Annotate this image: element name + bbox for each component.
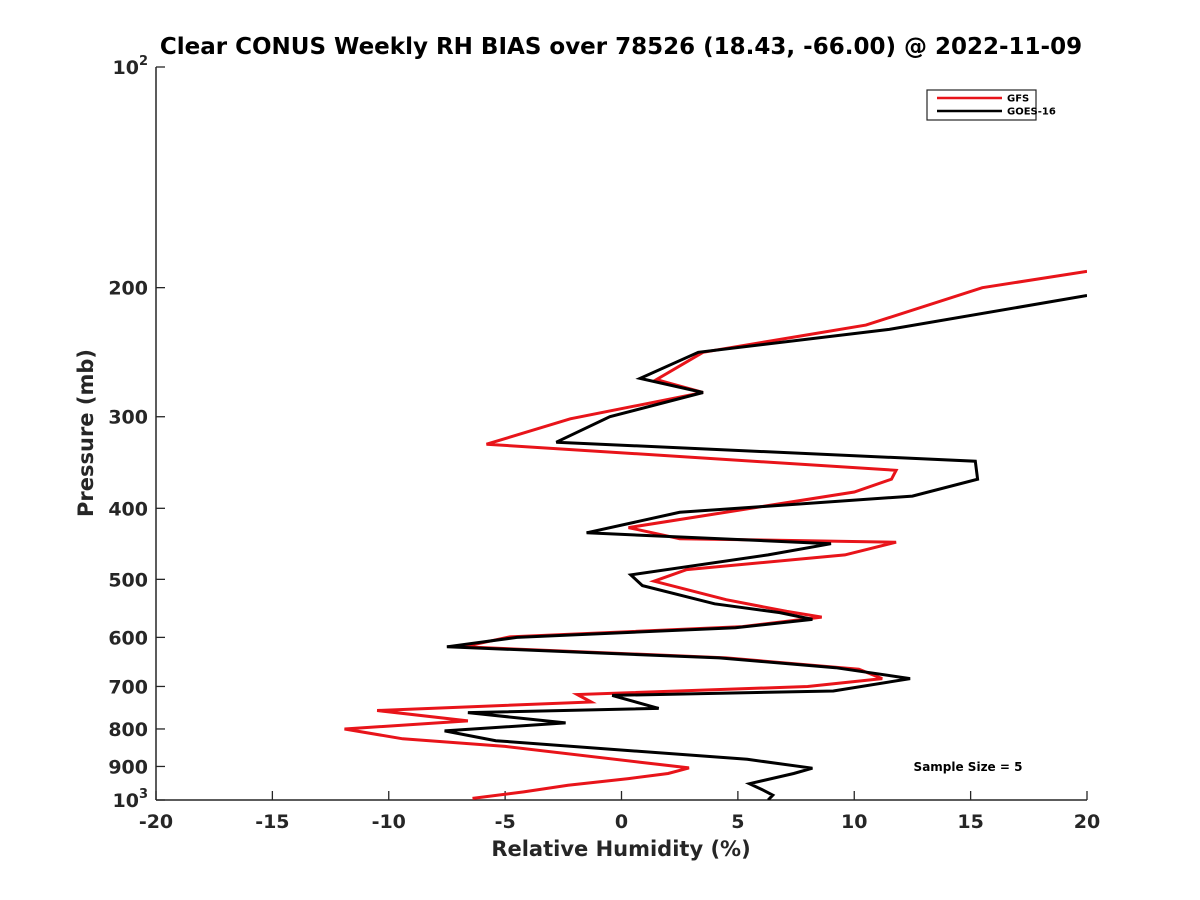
- x-tick-label: -5: [495, 811, 516, 833]
- plot-area: [155, 67, 1087, 801]
- y-tick-label: 400: [108, 498, 148, 520]
- y-tick-label: 500: [108, 569, 148, 591]
- y-tick-label: 900: [108, 756, 148, 778]
- x-tick-label: 10: [841, 811, 867, 833]
- x-ticks: -20 -15 -10 -5 0 5 10 15 20: [139, 791, 1100, 833]
- x-tick-label: 0: [615, 811, 628, 833]
- x-axis-label: Relative Humidity (%): [491, 837, 750, 861]
- y-ticks: 102 200 300 400 500 600 700 800 900 103: [108, 54, 165, 812]
- y-tick-label: 200: [108, 278, 148, 300]
- y-tick-label: 600: [108, 627, 148, 649]
- legend: GFS GOES-16: [926, 89, 1056, 121]
- sample-size-annotation: Sample Size = 5: [914, 760, 1023, 774]
- x-tick-label: 5: [731, 811, 744, 833]
- x-tick-label: -20: [139, 811, 173, 833]
- y-tick-label: 700: [108, 676, 148, 698]
- x-tick-label: -10: [372, 811, 406, 833]
- legend-label-goes16: GOES-16: [1007, 107, 1056, 118]
- series-line-goes-16: [444, 294, 1087, 800]
- series-group: [344, 269, 1087, 800]
- x-tick-label: 15: [957, 811, 983, 833]
- y-tick-label: 102: [113, 54, 149, 79]
- y-tick-label: 103: [113, 787, 149, 812]
- x-tick-label: -15: [255, 811, 289, 833]
- legend-box: [926, 89, 1037, 121]
- y-axis-label: Pressure (mb): [74, 349, 98, 517]
- x-tick-label: 20: [1074, 811, 1100, 833]
- chart-title: Clear CONUS Weekly RH BIAS over 78526 (1…: [160, 34, 1082, 60]
- legend-label-gfs: GFS: [1007, 94, 1029, 105]
- y-tick-label: 800: [108, 719, 148, 741]
- y-tick-label: 300: [108, 407, 148, 429]
